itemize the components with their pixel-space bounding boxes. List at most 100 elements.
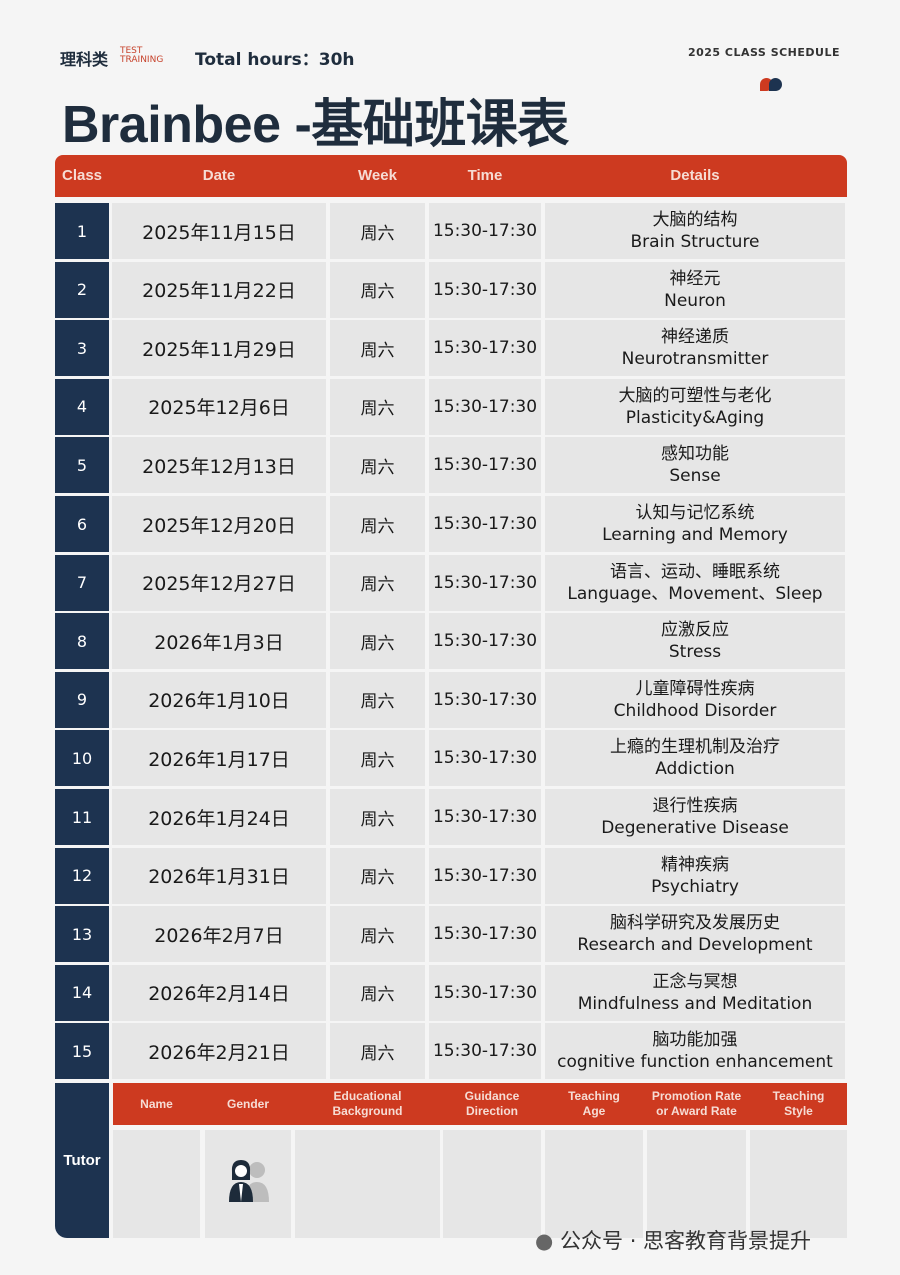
page-title: Brainbee -基础班课表 [62, 96, 569, 154]
time-cell: 15:30-17:30 [429, 964, 541, 1021]
time-cell: 15:30-17:30 [429, 1023, 541, 1080]
topic-en: Plasticity&Aging [625, 407, 765, 428]
topic-en: Sense [669, 466, 721, 487]
class-number: 14 [55, 964, 109, 1021]
table-row: 10 2026年1月17日 周六 15:30-17:30 上瘾的生理机制及治疗 A… [55, 730, 847, 787]
wechat-icon: ● [535, 1229, 554, 1253]
week-cell: 周六 [330, 789, 425, 845]
topic-zh: 儿童障碍性疾病 [635, 678, 755, 699]
class-number: 10 [55, 730, 109, 787]
class-number: 3 [55, 320, 109, 377]
details-cell: 大脑的可塑性与老化 Plasticity&Aging [545, 378, 845, 435]
class-number: 8 [55, 613, 109, 670]
week-cell: 周六 [330, 1023, 425, 1080]
details-cell: 退行性疾病 Degenerative Disease [545, 789, 845, 845]
col-class: Class [61, 167, 103, 184]
topic-zh: 正念与冥想 [652, 971, 738, 992]
topic-en: Language、Movement、Sleep [567, 583, 823, 604]
week-cell: 周六 [330, 203, 425, 259]
table-row: 9 2026年1月10日 周六 15:30-17:30 儿童障碍性疾病 Child… [55, 671, 847, 728]
col-date: Date [202, 167, 236, 184]
date-cell: 2025年11月22日 [112, 261, 326, 318]
topic-en: Psychiatry [651, 876, 739, 897]
topic-en: Learning and Memory [602, 525, 788, 545]
class-number: 1 [55, 203, 109, 259]
table-row: 13 2026年2月7日 周六 15:30-17:30 脑科学研究及发展历史 Re… [55, 906, 847, 963]
topic-en: Neuron [664, 290, 726, 311]
week-cell: 周六 [330, 671, 425, 728]
tutor-gender-cell [205, 1130, 291, 1238]
tutor-education-cell [295, 1130, 440, 1238]
topic-zh: 感知功能 [661, 444, 729, 465]
week-cell: 周六 [330, 613, 425, 670]
date-cell: 2026年1月31日 [112, 847, 326, 904]
table-row: 11 2026年1月24日 周六 15:30-17:30 退行性疾病 Degene… [55, 789, 847, 845]
time-cell: 15:30-17:30 [429, 320, 541, 377]
topic-en: Mindfulness and Meditation [577, 993, 813, 1014]
topic-en: Degenerative Disease [601, 818, 789, 838]
topic-en: Neurotransmitter [621, 349, 769, 370]
tutor-table-header: Name Gender Educational Background Guida… [113, 1083, 847, 1125]
week-cell: 周六 [330, 496, 425, 552]
time-cell: 15:30-17:30 [429, 203, 541, 259]
table-row: 5 2025年12月13日 周六 15:30-17:30 感知功能 Sense [55, 437, 847, 494]
tutor-age-cell [545, 1130, 643, 1238]
details-cell: 上瘾的生理机制及治疗 Addiction [545, 730, 845, 787]
details-cell: 语言、运动、睡眠系统 Language、Movement、Sleep [545, 554, 845, 611]
table-row: 3 2025年11月29日 周六 15:30-17:30 神经递质 Neurotr… [55, 320, 847, 377]
col-promotion-rate: Promotion Rate or Award Rate [651, 1089, 742, 1118]
date-cell: 2026年1月24日 [112, 789, 326, 845]
class-number: 6 [55, 496, 109, 552]
topic-zh: 精神疾病 [661, 854, 729, 875]
time-cell: 15:30-17:30 [429, 613, 541, 670]
col-education: Educational Background [332, 1089, 403, 1118]
date-cell: 2025年11月29日 [112, 320, 326, 377]
topic-zh: 大脑的结构 [652, 210, 738, 230]
table-row: 7 2025年12月27日 周六 15:30-17:30 语言、运动、睡眠系统 L… [55, 554, 847, 611]
date-cell: 2026年1月3日 [112, 613, 326, 670]
topic-zh: 脑功能加强 [652, 1030, 738, 1051]
time-cell: 15:30-17:30 [429, 671, 541, 728]
date-cell: 2026年1月10日 [112, 671, 326, 728]
table-row: 15 2026年2月21日 周六 15:30-17:30 脑功能加强 cognit… [55, 1023, 847, 1080]
week-cell: 周六 [330, 964, 425, 1021]
date-cell: 2026年2月14日 [112, 964, 326, 1021]
topic-en: Stress [668, 642, 722, 663]
week-cell: 周六 [330, 437, 425, 494]
schedule-label: 2025 CLASS SCHEDULE [687, 46, 840, 59]
details-cell: 感知功能 Sense [545, 437, 845, 494]
topic-zh: 神经递质 [661, 327, 729, 348]
topic-zh: 脑科学研究及发展历史 [610, 913, 780, 934]
time-cell: 15:30-17:30 [429, 730, 541, 787]
time-cell: 15:30-17:30 [429, 847, 541, 904]
time-cell: 15:30-17:30 [429, 496, 541, 552]
topic-en: Research and Development [577, 935, 813, 956]
class-number: 13 [55, 906, 109, 963]
tutor-name-cell [113, 1130, 200, 1238]
tutor-guidance-cell [443, 1130, 541, 1238]
date-cell: 2026年1月17日 [112, 730, 326, 787]
time-cell: 15:30-17:30 [429, 789, 541, 845]
schedule-table-header: Class Date Week Time Details [55, 155, 847, 197]
table-row: 6 2025年12月20日 周六 15:30-17:30 认知与记忆系统 Lear… [55, 496, 847, 552]
week-cell: 周六 [330, 378, 425, 435]
topic-zh: 大脑的可塑性与老化 [618, 385, 772, 406]
col-time: Time [467, 167, 503, 184]
week-cell: 周六 [330, 554, 425, 611]
details-cell: 脑科学研究及发展历史 Research and Development [545, 906, 845, 963]
details-cell: 儿童障碍性疾病 Childhood Disorder [545, 671, 845, 728]
topic-zh: 上瘾的生理机制及治疗 [610, 737, 780, 758]
details-cell: 大脑的结构 Brain Structure [545, 203, 845, 259]
topic-zh: 认知与记忆系统 [635, 503, 755, 523]
week-cell: 周六 [330, 261, 425, 318]
details-cell: 精神疾病 Psychiatry [545, 847, 845, 904]
class-number: 5 [55, 437, 109, 494]
table-row: 8 2026年1月3日 周六 15:30-17:30 应激反应 Stress [55, 613, 847, 670]
col-week: Week [358, 167, 397, 184]
class-number: 11 [55, 789, 109, 845]
class-number: 12 [55, 847, 109, 904]
class-number: 7 [55, 554, 109, 611]
date-cell: 2025年12月20日 [112, 496, 326, 552]
date-cell: 2025年12月27日 [112, 554, 326, 611]
date-cell: 2026年2月21日 [112, 1023, 326, 1080]
